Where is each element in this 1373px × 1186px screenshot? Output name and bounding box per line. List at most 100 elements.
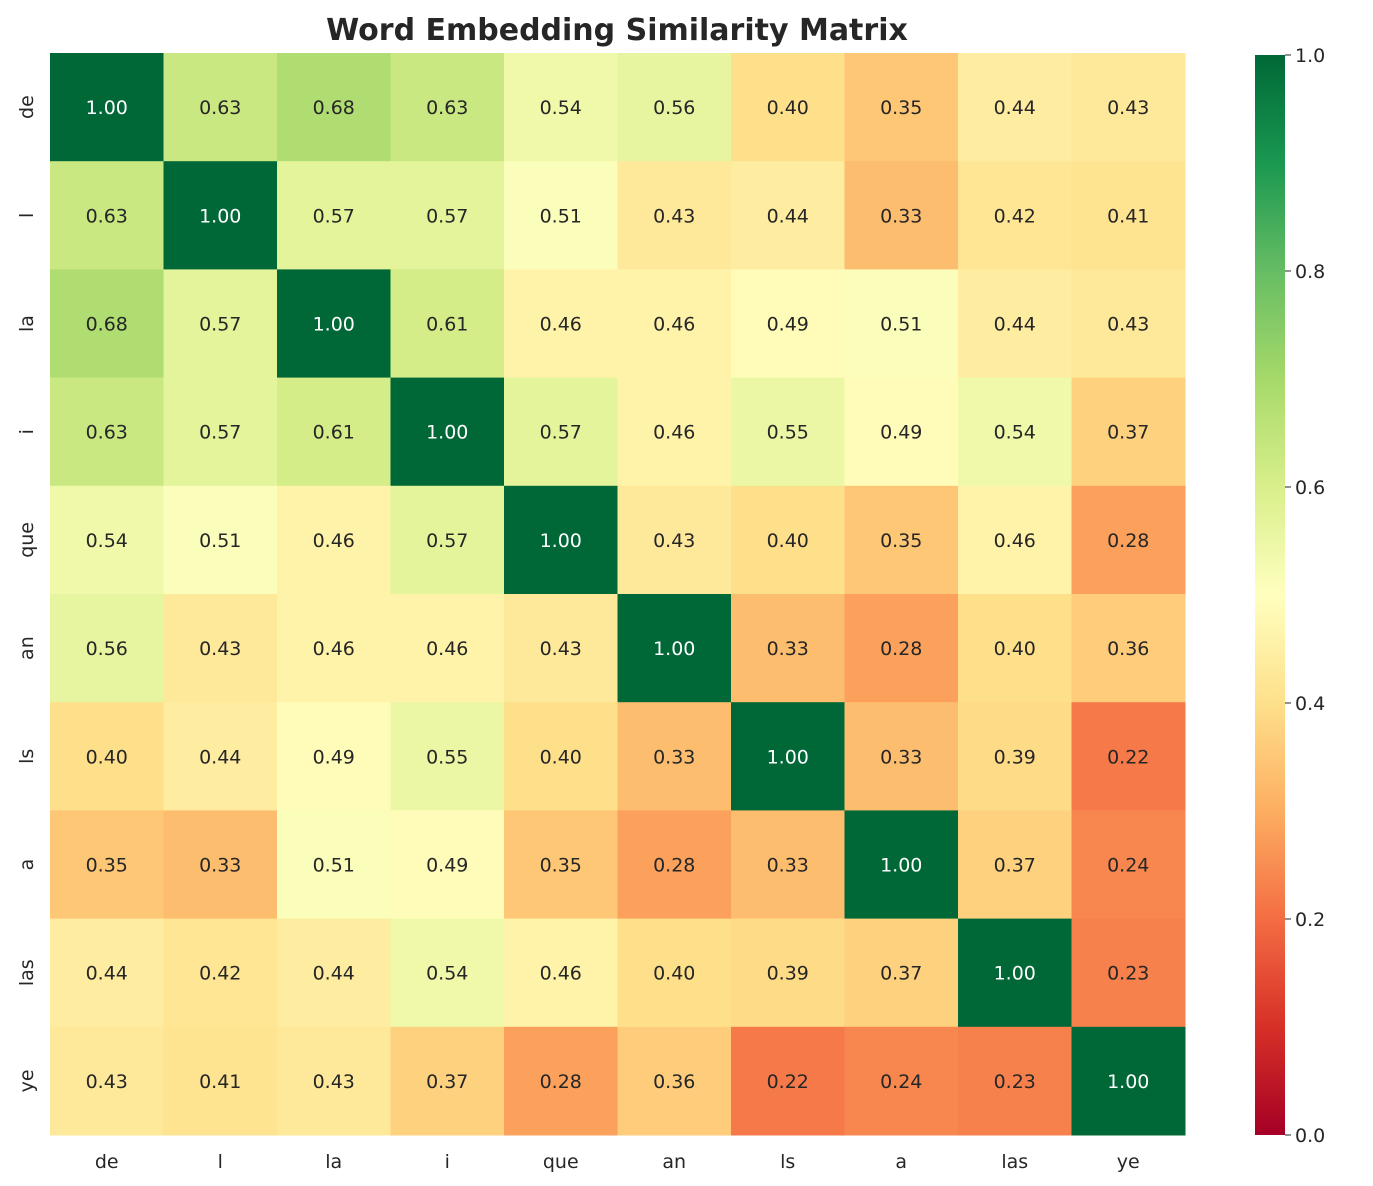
cell-annotation: 0.37 (426, 1071, 468, 1093)
heatmap-cell (277, 269, 391, 379)
colorbar-tick-label: 1.0 (1295, 45, 1325, 67)
cell-annotation: 0.57 (426, 530, 468, 552)
heatmap-cell (163, 53, 278, 162)
colorbar-tick-label: 0.0 (1295, 1125, 1325, 1147)
heatmap-cell (731, 918, 845, 1028)
cell-annotation: 0.33 (880, 205, 922, 227)
cell-annotation: 0.40 (767, 97, 809, 119)
x-tick-label: de (95, 1151, 119, 1173)
cell-annotation: 0.46 (540, 963, 582, 985)
heatmap-cell (958, 1026, 1072, 1136)
heatmap-cell (958, 810, 1072, 920)
cell-annotation: 0.33 (199, 855, 241, 877)
heatmap-cell (958, 485, 1072, 595)
cell-annotation: 0.49 (426, 855, 468, 877)
cell-annotation: 0.37 (1107, 422, 1149, 444)
heatmap-cells: 1.00 0.63 0.68 0.63 0.54 0.56 0.40 0.35 0.44 0.43… (50, 53, 1186, 1136)
heatmap-cell (504, 377, 618, 487)
cell-annotation: 0.28 (540, 1071, 582, 1093)
heatmap-cell (731, 269, 845, 379)
cell-annotation: 0.43 (1107, 314, 1149, 336)
x-tick-label: a (895, 1151, 907, 1173)
cell-annotation: 0.44 (313, 963, 355, 985)
cell-annotation: 0.28 (653, 855, 695, 877)
cell-annotation: 0.49 (767, 314, 809, 336)
heatmap-cell (617, 53, 732, 162)
heatmap-cell (390, 702, 505, 811)
heatmap-cell (390, 161, 505, 270)
cell-annotation: 0.33 (767, 638, 809, 660)
cell-annotation: 0.35 (540, 855, 582, 877)
heatmap-cell (617, 161, 732, 270)
heatmap-cell (617, 918, 732, 1028)
heatmap-cell (50, 918, 164, 1028)
heatmap-cell (958, 269, 1072, 379)
cell-annotation: 0.43 (86, 1071, 128, 1093)
heatmap-cell (844, 702, 959, 811)
cell-annotation: 0.49 (313, 746, 355, 768)
cell-annotation: 0.35 (880, 97, 922, 119)
heatmap-cell (958, 161, 1072, 270)
cell-annotation: 0.24 (1107, 855, 1149, 877)
colorbar-tick-label: 0.2 (1295, 909, 1325, 931)
cell-annotation: 0.43 (540, 638, 582, 660)
cell-annotation: 0.36 (1107, 638, 1149, 660)
heatmap-cell (277, 1026, 391, 1136)
heatmap-cell (958, 377, 1072, 487)
cell-annotation: 1.00 (426, 422, 468, 444)
heatmap-cell (390, 377, 505, 487)
cell-annotation: 0.42 (199, 963, 241, 985)
heatmap-cell (277, 485, 391, 595)
cell-annotation: 0.28 (1107, 530, 1149, 552)
x-tick-label: ye (1117, 1151, 1140, 1173)
heatmap-cell (390, 1026, 505, 1136)
cell-annotation: 0.46 (653, 314, 695, 336)
heatmap-cell (163, 377, 278, 487)
heatmap-cell (958, 918, 1072, 1028)
cell-annotation: 0.44 (86, 963, 128, 985)
cell-annotation: 0.39 (767, 963, 809, 985)
cell-annotation: 0.33 (653, 746, 695, 768)
heatmap-cell (731, 594, 845, 703)
heatmap-cell (504, 702, 618, 811)
cell-annotation: 0.41 (199, 1071, 241, 1093)
heatmap-cell (50, 485, 164, 595)
cell-annotation: 0.35 (86, 855, 128, 877)
cell-annotation: 0.40 (86, 746, 128, 768)
y-tick-label: las (16, 959, 38, 986)
colorbar-tick-label: 0.4 (1295, 693, 1325, 715)
heatmap-cell (163, 161, 278, 270)
y-tick-label: que (16, 522, 38, 558)
cell-annotation: 0.57 (199, 422, 241, 444)
cell-annotation: 0.68 (313, 97, 355, 119)
heatmap-cell (844, 918, 959, 1028)
heatmap-cell (163, 1026, 278, 1136)
heatmap-cell (50, 377, 164, 487)
cell-annotation: 0.43 (313, 1071, 355, 1093)
cell-annotation: 0.44 (199, 746, 241, 768)
heatmap-cell (731, 53, 845, 162)
heatmap-cell (617, 377, 732, 487)
colorbar (1255, 55, 1285, 1135)
cell-annotation: 0.43 (1107, 97, 1149, 119)
heatmap-cell (504, 594, 618, 703)
cell-annotation: 0.51 (540, 205, 582, 227)
heatmap-cell (1071, 702, 1186, 811)
heatmap-cell (1071, 269, 1186, 379)
cell-annotation: 0.63 (199, 97, 241, 119)
cell-annotation: 0.54 (86, 530, 128, 552)
cell-annotation: 0.54 (994, 422, 1036, 444)
heatmap-cell (50, 810, 164, 920)
heatmap-cell (731, 485, 845, 595)
cell-annotation: 0.44 (767, 205, 809, 227)
cell-annotation: 0.55 (426, 746, 468, 768)
cell-annotation: 0.54 (540, 97, 582, 119)
cell-annotation: 0.22 (1107, 746, 1149, 768)
heatmap-cell (731, 161, 845, 270)
heatmap-cell (50, 269, 164, 379)
cell-annotation: 0.46 (540, 314, 582, 336)
cell-annotation: 0.43 (199, 638, 241, 660)
cell-annotation: 0.46 (313, 638, 355, 660)
heatmap-cell (504, 918, 618, 1028)
cell-annotation: 0.40 (994, 638, 1036, 660)
